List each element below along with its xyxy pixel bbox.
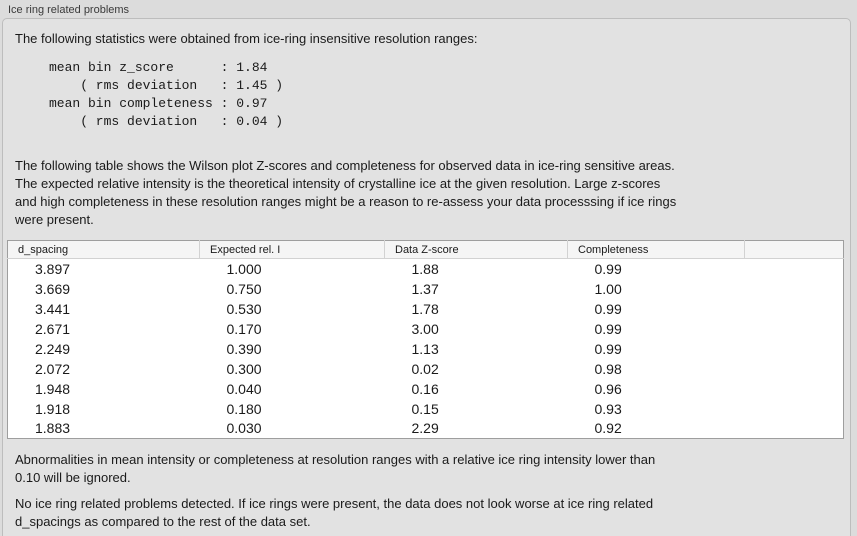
ignore-note-line: Abnormalities in mean intensity or compl…: [15, 452, 656, 467]
table-row[interactable]: 2.072 0.300 0.02 0.98: [8, 359, 844, 379]
table-row[interactable]: 2.249 0.390 1.13 0.99: [8, 339, 844, 359]
table-row[interactable]: 2.671 0.170 3.00 0.99: [8, 319, 844, 339]
column-header-expected-rel-i[interactable]: Expected rel. I: [199, 240, 385, 259]
table-cell: 0.030: [226, 420, 262, 437]
table-cell: [745, 259, 844, 279]
description-line: and high completeness in these resolutio…: [15, 194, 677, 209]
stat-line-mean-bin-z-score: mean bin z_score : 1.84: [49, 60, 268, 75]
stats-block: mean bin z_score : 1.84 ( rms deviation …: [49, 59, 846, 131]
description-line: were present.: [15, 212, 94, 227]
table-cell: 0.99: [594, 300, 622, 317]
table-cell: 1.78: [411, 300, 439, 317]
table-cell: 3.441: [35, 300, 71, 317]
table-row[interactable]: 3.669 0.750 1.37 1.00: [8, 279, 844, 299]
table-cell: 0.99: [594, 340, 622, 357]
table-cell: 1.00: [594, 280, 622, 297]
table-cell: 0.98: [594, 360, 622, 377]
table-cell: [745, 299, 844, 319]
table-cell: 1.918: [35, 400, 71, 417]
table-cell: [745, 279, 844, 299]
table-description: The following table shows the Wilson plo…: [15, 157, 846, 229]
table-cell: 1.948: [35, 380, 71, 397]
table-cell: 0.16: [411, 380, 439, 397]
table-cell: 2.29: [411, 420, 439, 437]
groupbox-title: Ice ring related problems: [8, 4, 130, 16]
ignore-note: Abnormalities in mean intensity or compl…: [15, 451, 846, 487]
table-cell: [745, 399, 844, 419]
table-cell: 0.96: [594, 380, 622, 397]
table-cell: 0.390: [226, 340, 262, 357]
conclusion-line: No ice ring related problems detected. I…: [15, 496, 654, 511]
ice-ring-panel: The following statistics were obtained f…: [2, 18, 851, 536]
stat-line-mean-bin-completeness: mean bin completeness : 0.97: [49, 96, 268, 111]
table-row[interactable]: 3.897 1.000 1.88 0.99: [8, 259, 844, 279]
column-header-d-spacing[interactable]: d_spacing: [7, 240, 200, 259]
table-cell: 2.249: [35, 340, 71, 357]
table-cell: 1.000: [226, 260, 262, 277]
table-cell: 0.530: [226, 300, 262, 317]
description-line: The expected relative intensity is the t…: [15, 176, 661, 191]
table-row[interactable]: 3.441 0.530 1.78 0.99: [8, 299, 844, 319]
table-cell: 0.99: [594, 260, 622, 277]
intro-text: The following statistics were obtained f…: [15, 31, 478, 46]
table-cell: 0.92: [594, 420, 622, 437]
table-cell: 0.040: [226, 380, 262, 397]
table-cell: [745, 359, 844, 379]
table-cell: 2.072: [35, 360, 71, 377]
table-cell: 0.750: [226, 280, 262, 297]
table-cell: [745, 319, 844, 339]
table-cell: 2.671: [35, 320, 71, 337]
ignore-note-line: 0.10 will be ignored.: [15, 470, 131, 485]
stat-line-z-score-rms-deviation: ( rms deviation : 1.45 ): [49, 78, 284, 93]
table-cell: 3.00: [411, 320, 439, 337]
table-cell: 1.37: [411, 280, 439, 297]
column-header-empty: [744, 240, 844, 259]
table-cell: 1.13: [411, 340, 439, 357]
table-cell: 3.669: [35, 280, 71, 297]
table-cell: 0.180: [226, 400, 262, 417]
column-header-data-z-score[interactable]: Data Z-score: [384, 240, 568, 259]
ice-ring-table-header: d_spacing Expected rel. I Data Z-score C…: [7, 240, 844, 259]
table-row[interactable]: 1.918 0.180 0.15 0.93: [8, 399, 844, 419]
stat-line-completeness-rms-deviation: ( rms deviation : 0.04 ): [49, 114, 284, 129]
ice-ring-table-body: 3.897 1.000 1.88 0.99 3.669 0.750 1.37 1.00 3.44…: [8, 259, 844, 439]
table-cell: [745, 419, 844, 439]
table-cell: [745, 339, 844, 359]
table-cell: [745, 379, 844, 399]
table-row[interactable]: 1.948 0.040 0.16 0.96: [8, 379, 844, 399]
table-cell: 1.883: [35, 420, 71, 437]
ice-ring-table: d_spacing Expected rel. I Data Z-score C…: [7, 240, 844, 439]
table-cell: 0.170: [226, 320, 262, 337]
description-line: The following table shows the Wilson plo…: [15, 158, 675, 173]
table-row[interactable]: 1.883 0.030 2.29 0.92: [8, 419, 844, 439]
conclusion-text: No ice ring related problems detected. I…: [15, 495, 846, 531]
table-cell: 0.15: [411, 400, 439, 417]
table-cell: 3.897: [35, 260, 71, 277]
table-cell: 1.88: [411, 260, 439, 277]
table-cell: 0.99: [594, 320, 622, 337]
column-header-completeness[interactable]: Completeness: [567, 240, 745, 259]
table-cell: 0.02: [411, 360, 439, 377]
conclusion-line: d_spacings as compared to the rest of th…: [15, 514, 311, 529]
table-cell: 0.300: [226, 360, 262, 377]
table-cell: 0.93: [594, 400, 622, 417]
